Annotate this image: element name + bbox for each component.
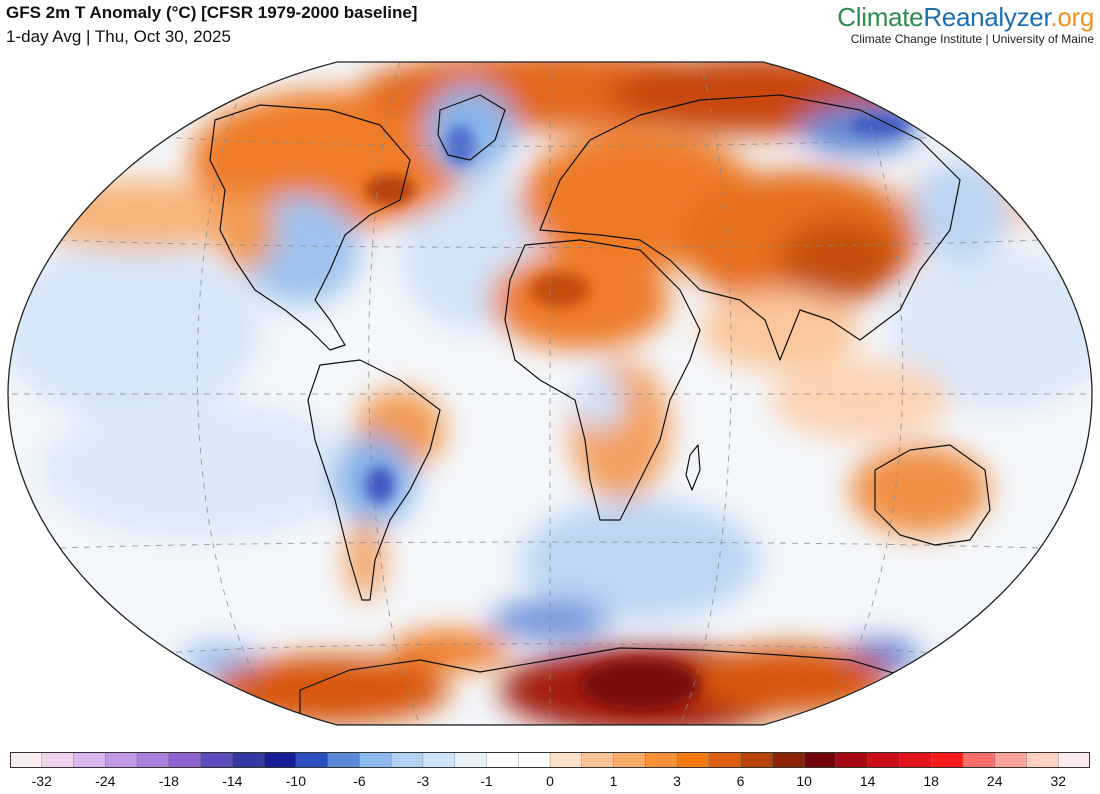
map-subtitle: 1-day Avg | Thu, Oct 30, 2025 (6, 27, 231, 46)
colorbar-cell (740, 752, 774, 768)
africa-outline (504, 239, 701, 521)
north-america-outline (209, 104, 411, 351)
colorbar-cell (232, 752, 265, 768)
colorbar-tick-label: 24 (986, 773, 1003, 789)
colorbar-tick-label: -1 (480, 773, 493, 789)
colorbar-cell (549, 752, 583, 768)
colorbar-cell (73, 752, 107, 768)
colorbar-cell (867, 752, 901, 768)
colorbar-cell (518, 752, 551, 768)
colorbar-cell (645, 752, 678, 768)
colorbar-cell (803, 752, 837, 768)
map-border (7, 61, 1093, 726)
colorbar-cell (390, 752, 424, 768)
brand-logo[interactable]: ClimateReanalyzer.org (837, 2, 1094, 33)
colorbar-labels: -32 -24 -18 -14 -10 -6 -3 -1 0 1 3 6 10 14 18 24 32 (0, 773, 1100, 791)
colorbar-cell (994, 752, 1028, 768)
colorbar-cell (168, 752, 202, 768)
colorbar-tick-label: -14 (222, 773, 243, 789)
colorbar-tick-label: -32 (31, 773, 52, 789)
greenland-outline (437, 94, 506, 161)
colorbar-cell (1026, 752, 1060, 768)
colorbar-cell (486, 752, 520, 768)
colorbar-cell (200, 752, 234, 768)
colorbar-cell (1058, 752, 1090, 768)
australia-outline (874, 444, 991, 546)
colorbar-cell (930, 752, 964, 768)
colorbar-cell (136, 752, 170, 768)
colorbar-cell (295, 752, 329, 768)
colorbar-cell (613, 752, 647, 768)
colorbar-tick-label: 1 (609, 773, 618, 789)
colorbar-cell (359, 752, 392, 768)
colorbar-tick-label: 6 (736, 773, 745, 789)
colorbar-cell (454, 752, 488, 768)
colorbar-tick-label: 18 (923, 773, 939, 789)
madagascar-outline (685, 444, 701, 491)
colorbar-cells (10, 752, 1090, 768)
colorbar-tick-label: -24 (95, 773, 116, 789)
colorbar-cell (962, 752, 996, 768)
brand-name-part2: Reanalyzer (923, 2, 1051, 32)
colorbar-frame (10, 752, 1090, 768)
eurasia-outline (539, 94, 961, 361)
colorbar-tick-label: -6 (353, 773, 366, 789)
colorbar-tick-label: -3 (416, 773, 430, 789)
colorbar-tick-label: 3 (673, 773, 681, 789)
colorbar-cell (10, 752, 43, 768)
brand-tagline: Climate Change Institute | University of… (850, 32, 1094, 46)
colorbar-tick-label: 14 (859, 773, 876, 789)
brand-name-part1: Climate (837, 2, 924, 32)
south-america-outline (307, 359, 441, 601)
brand-name-part3: .org (1050, 2, 1094, 32)
colorbar-cell (772, 752, 805, 768)
colorbar-tick-label: -10 (285, 773, 306, 789)
colorbar-cell (263, 752, 297, 768)
colorbar-cell (708, 752, 742, 768)
colorbar-cell (835, 752, 869, 768)
graticule (8, 62, 1092, 725)
anomaly-detail (365, 115, 910, 710)
colorbar-cell (105, 752, 138, 768)
colorbar-tick-label: 0 (546, 773, 554, 789)
colorbar-cell (581, 752, 615, 768)
world-map (7, 61, 1093, 726)
colorbar-tick-label: -18 (158, 773, 179, 789)
antarctica-outline (299, 647, 901, 725)
colorbar-cell (41, 752, 75, 768)
colorbar (10, 752, 1090, 768)
colorbar-cell (899, 752, 932, 768)
colorbar-cell (422, 752, 456, 768)
colorbar-tick-label: 10 (796, 773, 812, 789)
colorbar-cell (676, 752, 710, 768)
anomaly-field (8, 62, 1092, 725)
colorbar-cell (327, 752, 361, 768)
map-title: GFS 2m T Anomaly (°C) [CFSR 1979-2000 ba… (6, 3, 418, 22)
coastlines (209, 94, 991, 725)
colorbar-tick-label: 32 (1050, 773, 1067, 789)
